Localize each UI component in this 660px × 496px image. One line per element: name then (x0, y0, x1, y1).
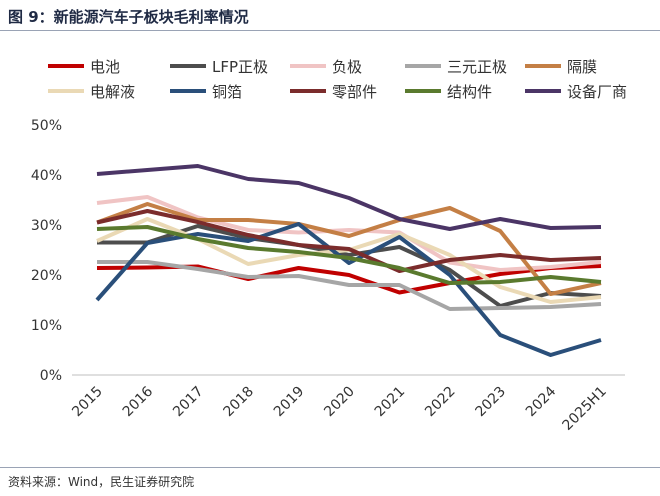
figure-title: 图 9：新能源汽车子板块毛利率情况 (8, 8, 249, 26)
series-line-4 (96, 202, 602, 296)
series-line-2 (96, 195, 602, 272)
y-tick-label: 50% (31, 118, 62, 134)
legend-label: 电解液 (90, 83, 135, 101)
y-tick-label: 20% (31, 268, 62, 284)
legend-label: LFP正极 (212, 58, 268, 76)
x-tick-label: 2018 (221, 384, 258, 421)
x-tick-label: 2023 (473, 384, 510, 421)
y-tick-label: 40% (31, 168, 62, 184)
legend-label: 电池 (90, 58, 120, 76)
series-line-6 (95, 222, 602, 357)
series-line-9 (96, 164, 602, 231)
y-tick-label: 10% (31, 318, 62, 334)
legend-label: 负极 (332, 58, 362, 76)
legend-label: 设备厂商 (567, 83, 627, 101)
x-tick-label: 2020 (321, 384, 358, 421)
x-tick-label: 2016 (120, 383, 157, 420)
legend-label: 铜箔 (212, 83, 242, 101)
x-tick-label: 2019 (271, 384, 308, 421)
x-tick-label: 2015 (69, 384, 106, 421)
y-tick-label: 30% (31, 218, 62, 234)
series-line-7 (96, 209, 602, 273)
x-tick-label: 2017 (170, 384, 207, 421)
y-tick-label: 0% (40, 368, 62, 384)
legend-label: 结构件 (447, 83, 492, 101)
title-divider (0, 30, 660, 31)
series-line-3 (97, 260, 602, 311)
x-tick-label: 2025H1 (560, 384, 610, 434)
legend-label: 三元正极 (447, 58, 507, 76)
x-tick-label: 2022 (422, 384, 459, 421)
x-tick-label: 2024 (523, 383, 560, 420)
source-divider (0, 467, 660, 468)
source-note: 资料来源：Wind，民生证券研究院 (8, 475, 195, 489)
legend-label: 隔膜 (567, 58, 597, 76)
line-chart: 0% 10% 20% 30% 40% 50% 2015 2016 2017 2018 2019 202… (31, 58, 627, 434)
legend-label: 零部件 (332, 83, 377, 101)
series-line-8 (96, 225, 602, 285)
x-tick-label: 2021 (372, 384, 409, 421)
